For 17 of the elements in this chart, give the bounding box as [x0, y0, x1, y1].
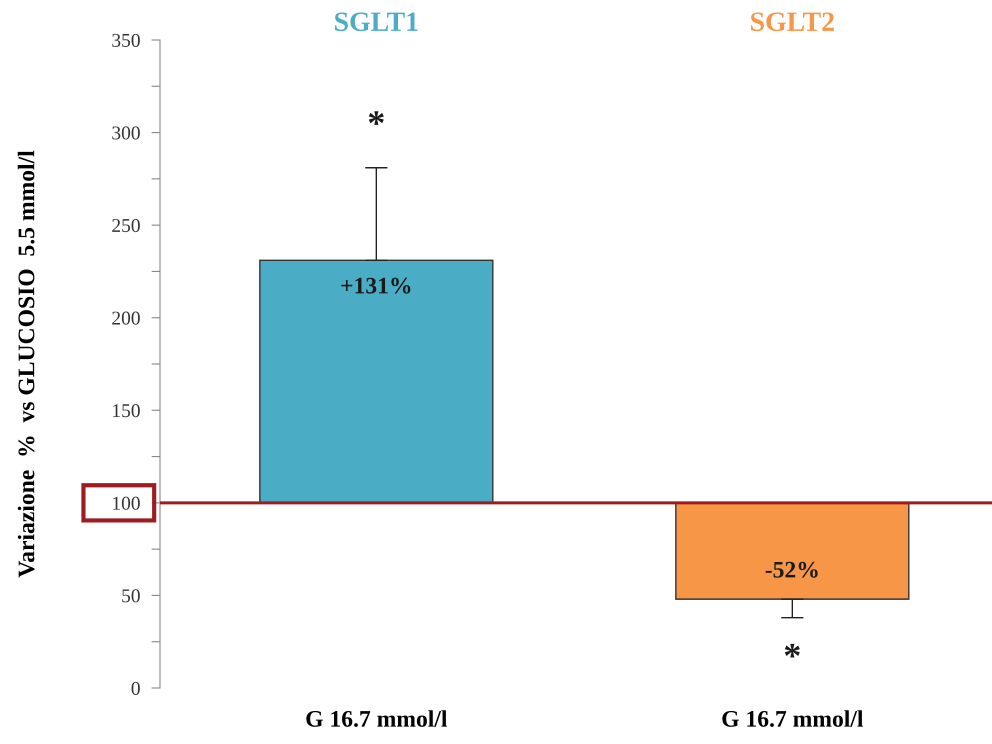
annotation: * — [368, 111, 384, 125]
y-tick-label: 150 — [113, 404, 140, 418]
y-tick-label: 300 — [112, 126, 140, 140]
y-tick-label: 50 — [122, 589, 140, 602]
y-tick-label: 350 — [112, 34, 140, 47]
text: SGLT2 — [751, 12, 834, 32]
text: SGLT1 — [335, 12, 418, 32]
y-tick-label: 0 — [132, 682, 140, 695]
y-axis-title: Variazione % vs GLUCOSIO 5.5 mmol/l — [18, 150, 34, 578]
x-tick-label: G 16.7 mmol/l — [306, 710, 448, 727]
y-tick-label: 100 — [113, 496, 140, 510]
y-tick-label: 250 — [112, 218, 140, 232]
annotation: * — [784, 644, 800, 658]
x-tick-label: G 16.7 mmol/l — [722, 710, 864, 727]
data-label: -52% — [766, 562, 818, 578]
y-tick-label: 200 — [112, 312, 140, 325]
data-label: +131% — [341, 278, 410, 294]
